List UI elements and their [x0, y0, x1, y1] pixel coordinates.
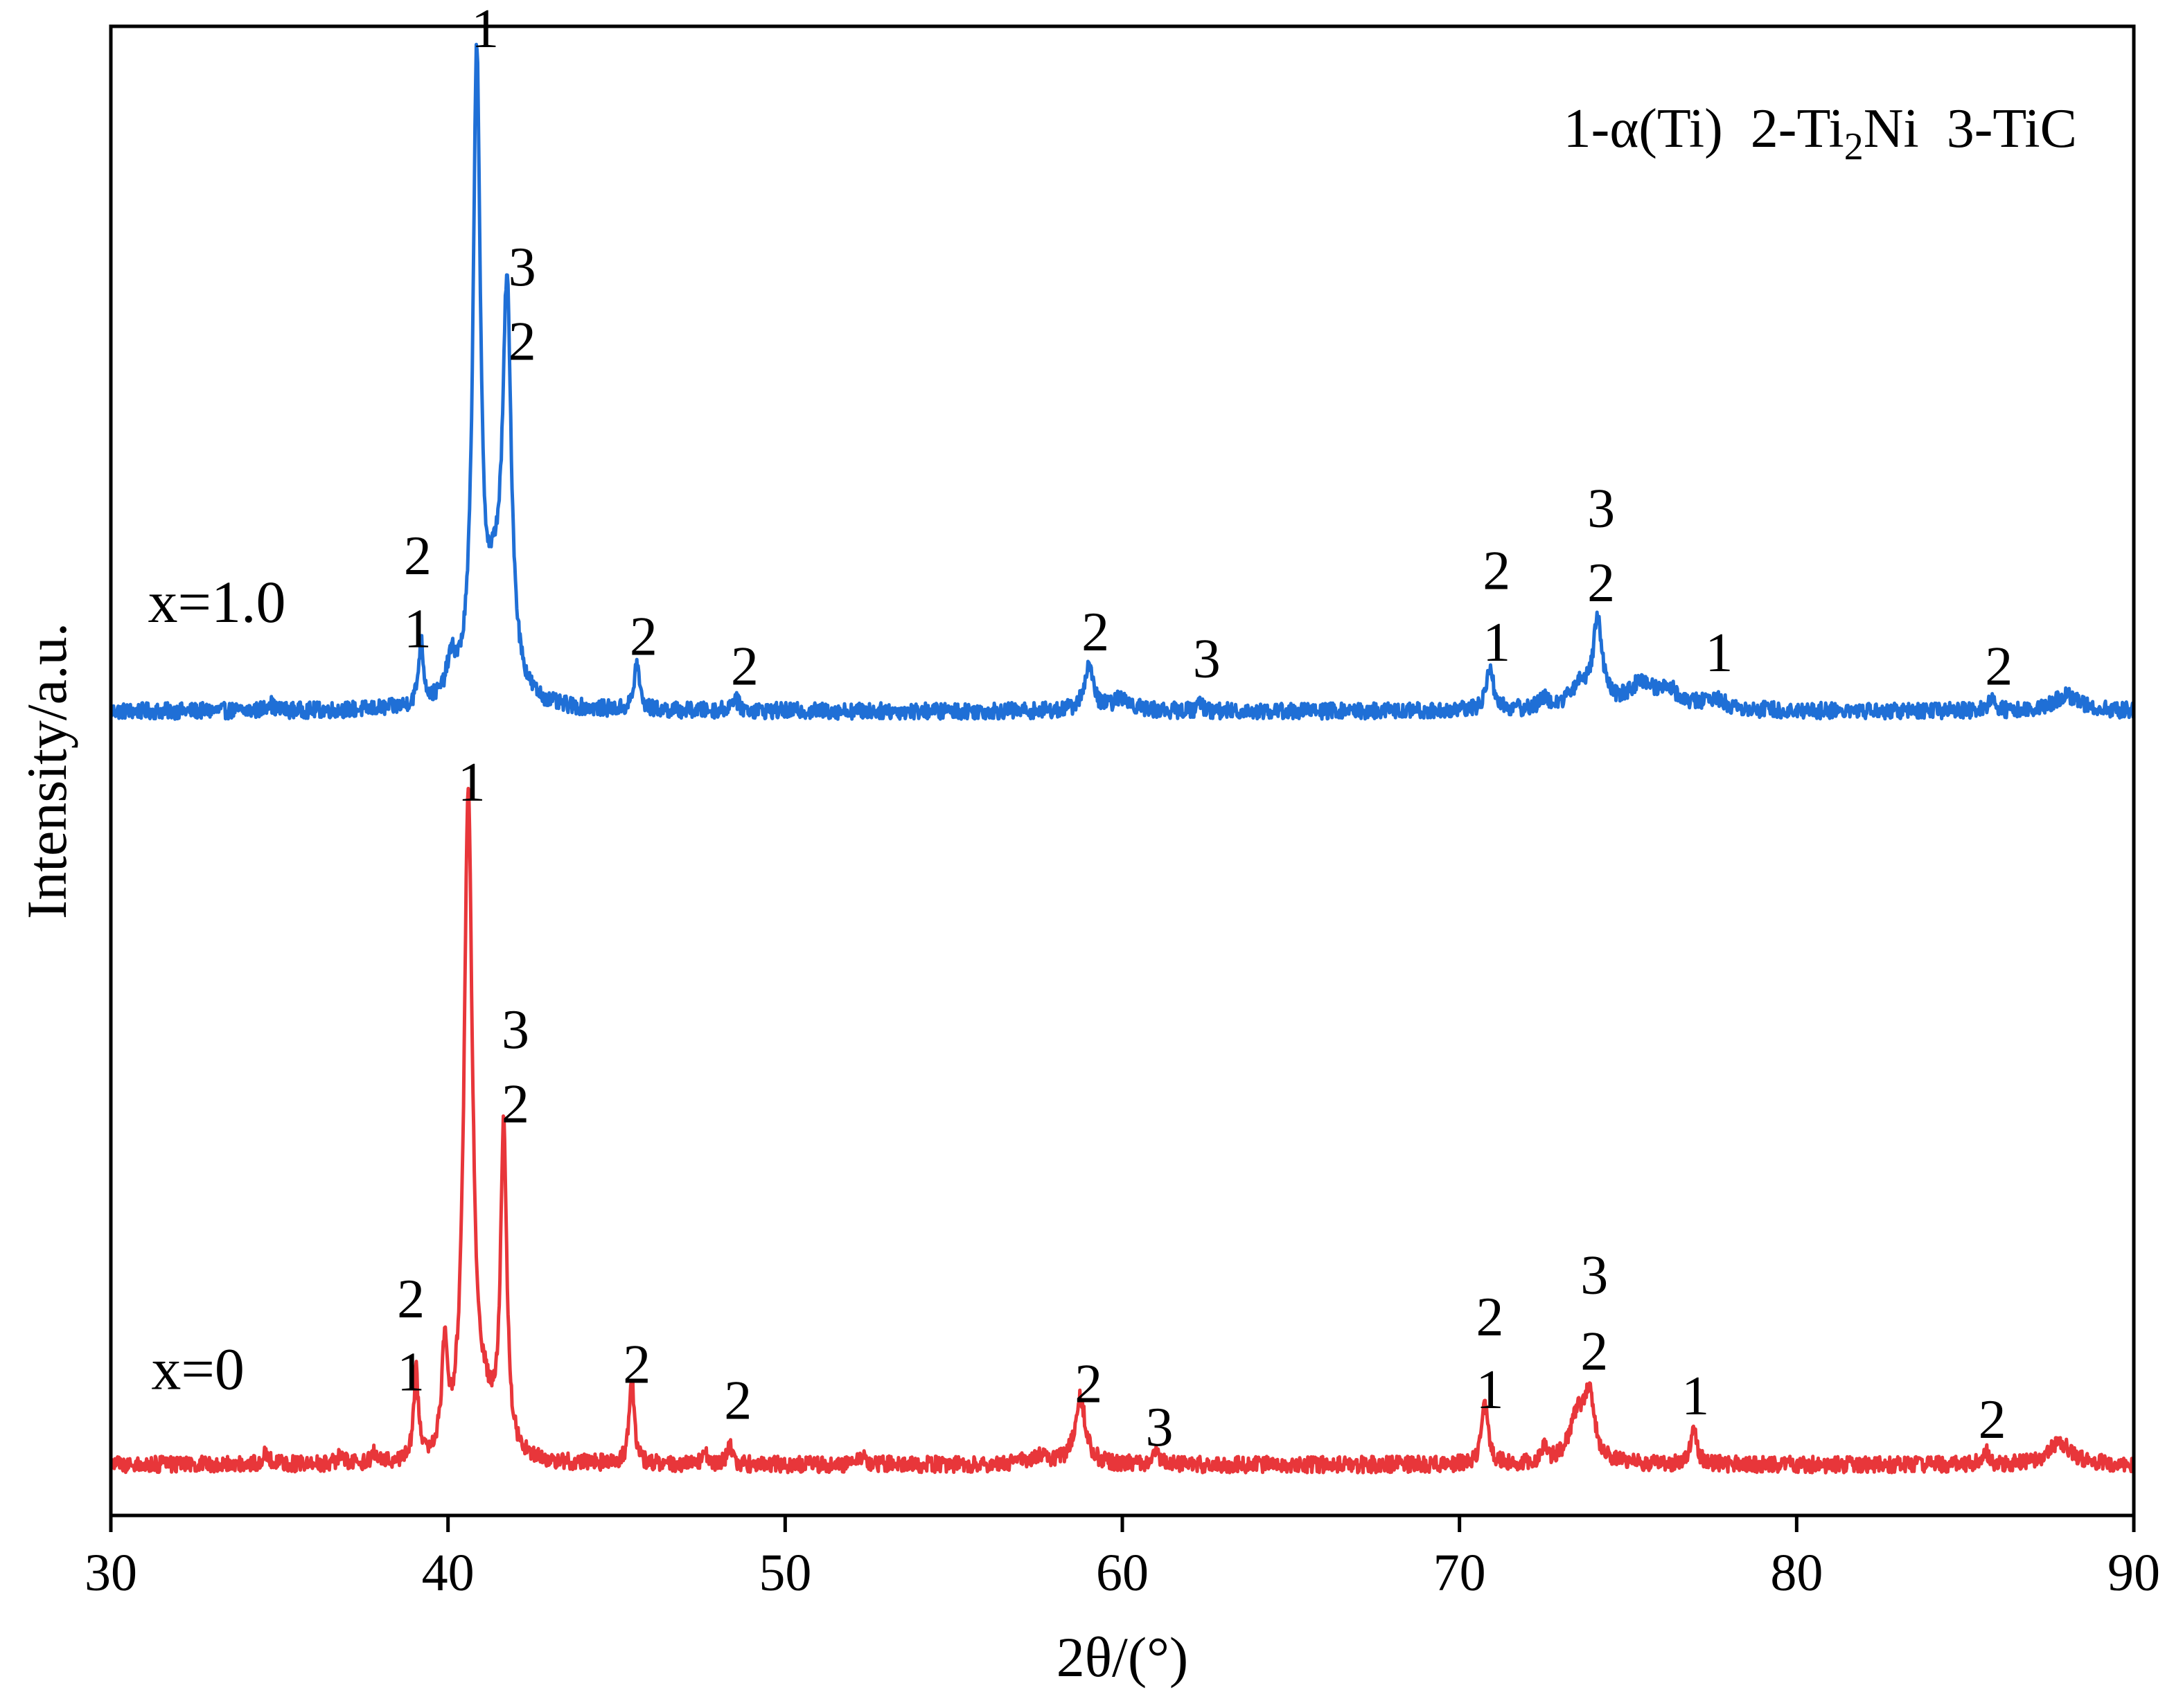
peak-label: 2	[502, 1074, 529, 1135]
legend-entry-number: 2	[1751, 98, 1778, 159]
y-axis-title: Intensity/a.u.	[15, 623, 78, 919]
peak-label: 2	[1580, 1321, 1608, 1382]
sample-label: x=1.0	[148, 569, 286, 635]
series-line-1	[109, 787, 2136, 1475]
peak-label: 1	[1476, 1360, 1504, 1421]
peak-label: 1	[397, 1342, 425, 1403]
peak-label: 3	[509, 237, 536, 298]
peak-label: 2	[1081, 602, 1109, 663]
peak-label: 1	[1705, 623, 1733, 684]
peak-label: 2	[397, 1269, 425, 1330]
legend-entry-phase: -TiC	[1974, 98, 2077, 159]
x-tick-label: 60	[1096, 1544, 1149, 1602]
peak-label: 2	[509, 312, 536, 373]
peak-label: 2	[1985, 636, 2013, 697]
peak-label: 2	[1483, 541, 1510, 602]
peak-label: 2	[630, 606, 657, 667]
legend-entry-phase: -Ti	[1778, 98, 1844, 159]
peak-label: 2	[1075, 1354, 1102, 1415]
legend-entry-number: 3	[1947, 98, 1974, 159]
peak-label: 2	[623, 1335, 651, 1396]
x-tick-label: 70	[1433, 1544, 1486, 1602]
x-tick-label: 30	[85, 1544, 137, 1602]
x-axis-ticks: 30 40 50 60 70 80 90	[85, 1515, 2160, 1602]
peak-label: 2	[731, 636, 759, 697]
legend-entry-suffix: Ni	[1864, 98, 1919, 159]
peak-label: 2	[404, 526, 432, 587]
peak-label: 2	[1476, 1287, 1504, 1348]
peak-label: 2	[1587, 553, 1615, 614]
legend-entry-number: 1	[1564, 98, 1591, 159]
x-tick-label: 40	[422, 1544, 475, 1602]
phase-legend: 1-α(Ti) 2-Ti2Ni 3-TiC	[1564, 98, 2077, 168]
peak-label: 1	[404, 599, 432, 660]
peak-label: 2	[1979, 1389, 2006, 1450]
x-tick-label: 50	[759, 1544, 811, 1602]
x-tick-label: 90	[2107, 1544, 2160, 1602]
peak-label: 1	[458, 752, 486, 813]
x-tick-label: 80	[1770, 1544, 1823, 1602]
x-axis-title: 2θ/(°)	[1057, 1626, 1188, 1689]
peak-label: 1	[1681, 1366, 1709, 1427]
peak-label: 3	[1193, 629, 1221, 690]
peak-label: 3	[1146, 1397, 1174, 1458]
legend-subscript: 2	[1844, 125, 1864, 168]
peak-label: 1	[1483, 612, 1510, 673]
peak-label: 3	[502, 999, 529, 1060]
sample-label-layer: x=1.0 x=0	[148, 569, 286, 1402]
peak-label: 2	[724, 1370, 752, 1431]
legend-entry-phase: -α(Ti)	[1591, 98, 1723, 159]
series-layer	[109, 42, 2136, 1475]
series-line-0	[109, 42, 2136, 721]
peak-label: 3	[1580, 1245, 1608, 1306]
sample-label: x=0	[151, 1335, 245, 1402]
peak-label: 1	[471, 0, 499, 60]
peak-label: 3	[1587, 478, 1615, 539]
